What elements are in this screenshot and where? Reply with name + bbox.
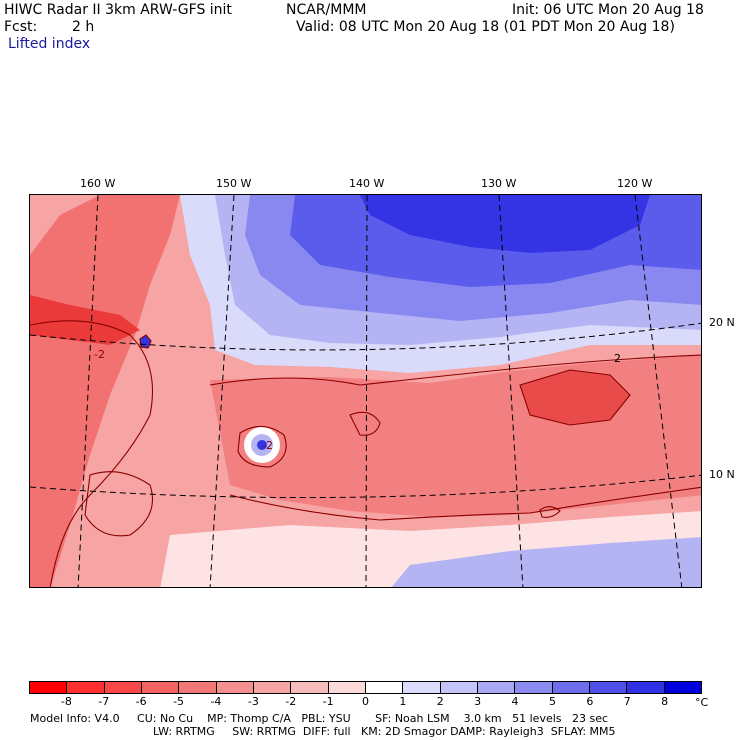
lat-label-20n: 20 N xyxy=(709,316,735,329)
color-scale-tick-label: 8 xyxy=(661,695,669,708)
model-title: HIWC Radar II 3km ARW-GFS init xyxy=(4,2,232,18)
lon-label-130w: 130 W xyxy=(481,177,517,190)
color-scale-tick-label: 2 xyxy=(436,695,444,708)
color-scale-bin xyxy=(515,682,553,693)
lat-label-10n: 10 N xyxy=(709,468,735,481)
blue-region-deep xyxy=(360,195,650,253)
color-scale-bin xyxy=(291,682,329,693)
lon-label-120w: 120 W xyxy=(617,177,653,190)
color-scale-tick-label: 4 xyxy=(511,695,519,708)
valid-time: Valid: 08 UTC Mon 20 Aug 18 (01 PDT Mon … xyxy=(296,19,675,35)
color-scale-bin xyxy=(141,682,180,693)
color-scale-tick-label: -6 xyxy=(135,695,147,708)
color-scale-bin xyxy=(552,682,590,693)
color-scale-bin xyxy=(253,682,292,693)
forecast-label: Fcst: xyxy=(4,19,38,35)
color-scale-bin xyxy=(216,682,254,693)
color-scale-bin xyxy=(67,682,105,693)
model-info-line-1: Model Info: V4.0 CU: No Cu MP: Thomp C/A… xyxy=(30,712,609,725)
init-time: Init: 06 UTC Mon 20 Aug 18 xyxy=(512,2,704,18)
lifted-index-map: -2 -2 2 xyxy=(29,194,702,588)
parallel-10n xyxy=(30,474,701,499)
color-scale-bin xyxy=(365,682,404,693)
color-scale-tick-label: 6 xyxy=(586,695,594,708)
color-scale-bin xyxy=(440,682,478,693)
contour-label: -2 xyxy=(262,439,273,452)
organization-label: NCAR/MMM xyxy=(286,2,367,18)
color-scale-bin xyxy=(104,682,142,693)
color-scale-tick-label: 5 xyxy=(548,695,556,708)
color-scale-bin xyxy=(179,682,217,693)
red-region-nw xyxy=(30,295,140,345)
meridian-150w xyxy=(209,195,235,587)
color-scale-tick-label: -4 xyxy=(210,695,222,708)
meridian-160w xyxy=(77,195,99,587)
color-scale-tick-label: -1 xyxy=(322,695,334,708)
contour-label: -2 xyxy=(94,348,105,361)
color-scale-bin xyxy=(589,682,628,693)
contour-line xyxy=(229,486,701,521)
color-scale-bar xyxy=(29,681,702,694)
red-core-east xyxy=(520,370,630,425)
color-scale-tick-label: 0 xyxy=(362,695,369,708)
lon-label-160w: 160 W xyxy=(80,177,116,190)
color-scale-tick-label: -8 xyxy=(60,695,72,708)
meridian-130w xyxy=(498,195,524,587)
color-scale-bin xyxy=(477,682,516,693)
contour-line xyxy=(539,506,561,518)
color-scale-bin xyxy=(664,682,701,693)
meridian-120w xyxy=(634,195,683,587)
color-scale-tick-label: -7 xyxy=(98,695,110,708)
forecast-hour: 2 h xyxy=(72,19,95,35)
blue-band-south xyxy=(391,537,701,587)
color-scale-tick-label: 1 xyxy=(399,695,407,708)
contour-line xyxy=(84,471,154,537)
field-name: Lifted index xyxy=(8,36,91,52)
vortex-core xyxy=(257,440,267,450)
lon-label-140w: 140 W xyxy=(349,177,385,190)
color-scale-bin xyxy=(403,682,441,693)
color-scale-tick-label: 7 xyxy=(623,695,631,708)
model-info-line-2: LW: RRTMG SW: RRTMG DIFF: full KM: 2D Sm… xyxy=(153,725,616,738)
contour-line xyxy=(209,354,701,386)
contour-line xyxy=(237,425,287,468)
color-scale-tick-label: -3 xyxy=(247,695,259,708)
lon-label-150w: 150 W xyxy=(216,177,252,190)
color-scale-bin xyxy=(627,682,665,693)
graticule xyxy=(30,195,701,587)
color-scale-tick-label: 3 xyxy=(474,695,482,708)
color-scale-tick-label: -5 xyxy=(173,695,185,708)
color-scale-bin xyxy=(328,682,366,693)
red-region-west xyxy=(30,195,180,587)
color-scale-unit: °C xyxy=(695,696,709,709)
meridian-140w xyxy=(365,195,368,587)
contour-line xyxy=(349,411,381,436)
contour-line xyxy=(519,369,631,426)
color-scale-bin xyxy=(30,682,68,693)
contour-label: 2 xyxy=(614,352,621,365)
color-scale-tick-label: -2 xyxy=(285,695,297,708)
contour-line xyxy=(30,320,153,587)
